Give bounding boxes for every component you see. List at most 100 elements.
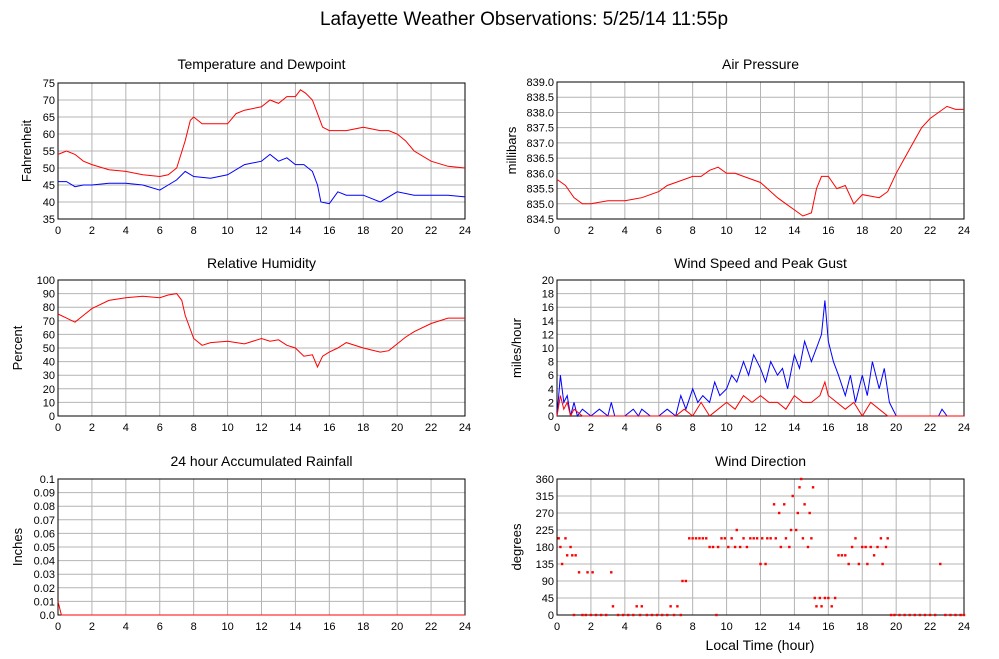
direction-point: [720, 537, 723, 540]
direction-point: [949, 613, 952, 617]
direction-point: [850, 545, 854, 549]
y-tick-label: 8: [548, 357, 554, 369]
y-tick-label: 0.02: [34, 583, 55, 595]
x-tick-label: 4: [622, 225, 628, 237]
y-tick-label: 75: [43, 78, 55, 90]
direction-point: [645, 613, 649, 617]
x-tick-label: 0: [554, 621, 560, 633]
direction-point: [954, 613, 957, 617]
direction-point: [681, 579, 684, 583]
x-tick-label: 8: [690, 621, 696, 633]
direction-point: [586, 571, 589, 574]
x-tick-label: 6: [157, 422, 163, 434]
direction-point: [769, 537, 772, 540]
direction-point: [698, 537, 701, 540]
direction-point: [569, 545, 572, 549]
x-tick-label: 4: [123, 621, 129, 633]
direction-point: [749, 537, 752, 540]
direction-point: [893, 613, 896, 617]
direction-point: [701, 537, 705, 540]
y-tick-label: 10: [43, 397, 55, 409]
x-tick-label: 16: [323, 225, 335, 237]
x-tick-label: 16: [323, 621, 335, 633]
x-tick-label: 18: [856, 225, 868, 237]
series-line-red: [57, 89, 466, 178]
x-tick-label: 22: [924, 225, 936, 237]
x-tick-label: 0: [55, 621, 61, 633]
x-tick-label: 18: [357, 621, 369, 633]
x-tick-label: 10: [221, 225, 233, 237]
x-tick-label: 20: [890, 225, 902, 237]
direction-point: [727, 545, 730, 549]
y-tick-label: 100: [37, 275, 55, 287]
x-tick-label: 4: [622, 422, 628, 434]
direction-point: [820, 605, 823, 608]
y-tick-label: 20: [542, 275, 554, 287]
direction-point: [594, 613, 598, 617]
y-tick-label: 70: [43, 316, 55, 328]
direction-point: [632, 613, 635, 617]
x-tick-label: 14: [788, 621, 800, 633]
direction-point: [876, 545, 879, 549]
x-tick-label: 12: [255, 225, 267, 237]
y-tick-label: 836.5: [526, 153, 554, 165]
direction-point: [735, 528, 738, 532]
y-axis-label: degrees: [509, 523, 524, 570]
x-tick-label: 6: [656, 225, 662, 237]
x-tick-label: 2: [89, 621, 95, 633]
x-tick-label: 6: [157, 621, 163, 633]
direction-point: [691, 537, 694, 540]
y-axis-label: Inches: [10, 527, 25, 566]
direction-point: [666, 613, 669, 617]
direction-point: [571, 554, 574, 557]
direction-point: [796, 511, 800, 515]
direction-point: [716, 545, 720, 549]
direction-point: [565, 554, 569, 557]
x-axis-label: Local Time (hour): [706, 637, 815, 653]
direction-point: [813, 596, 816, 600]
y-tick-label: 18: [542, 289, 554, 301]
direction-point: [903, 613, 906, 617]
series-line-blue: [556, 300, 964, 418]
plot-frame: [556, 279, 965, 417]
y-tick-label: 4: [548, 384, 554, 396]
x-tick-label: 6: [157, 225, 163, 237]
series-line-blue: [58, 153, 466, 205]
direction-point: [823, 596, 827, 600]
y-tick-label: 834.5: [526, 214, 554, 226]
direction-point: [733, 545, 737, 549]
direction-point: [711, 545, 715, 549]
x-tick-label: 10: [720, 225, 732, 237]
direction-point: [584, 613, 588, 617]
x-tick-label: 14: [289, 621, 301, 633]
x-tick-label: 0: [554, 422, 560, 434]
direction-point: [837, 554, 840, 557]
x-tick-label: 2: [89, 422, 95, 434]
x-tick-label: 24: [958, 225, 970, 237]
x-tick-label: 10: [221, 422, 233, 434]
direction-point: [789, 528, 793, 532]
x-tick-label: 22: [924, 422, 936, 434]
direction-point: [650, 613, 654, 617]
x-tick-label: 10: [720, 422, 732, 434]
y-axis-label: millibars: [504, 126, 519, 174]
chart-title: 24 hour Accumulated Rainfall: [170, 453, 352, 469]
direction-point: [577, 571, 581, 574]
x-tick-label: 8: [191, 621, 197, 633]
figure-title: Lafayette Weather Observations: 5/25/14 …: [320, 9, 728, 30]
y-tick-label: 836.0: [526, 168, 554, 180]
y-tick-label: 315: [536, 491, 554, 503]
y-tick-label: 837.0: [526, 138, 554, 150]
direction-point: [811, 486, 815, 489]
x-tick-label: 16: [822, 621, 834, 633]
direction-point: [759, 562, 762, 566]
direction-point: [745, 545, 749, 549]
x-tick-label: 22: [425, 225, 437, 237]
direction-point: [889, 613, 893, 617]
direction-point: [791, 494, 794, 498]
y-tick-label: 270: [536, 508, 554, 520]
x-tick-label: 14: [289, 225, 301, 237]
y-tick-label: 835.5: [526, 184, 554, 196]
